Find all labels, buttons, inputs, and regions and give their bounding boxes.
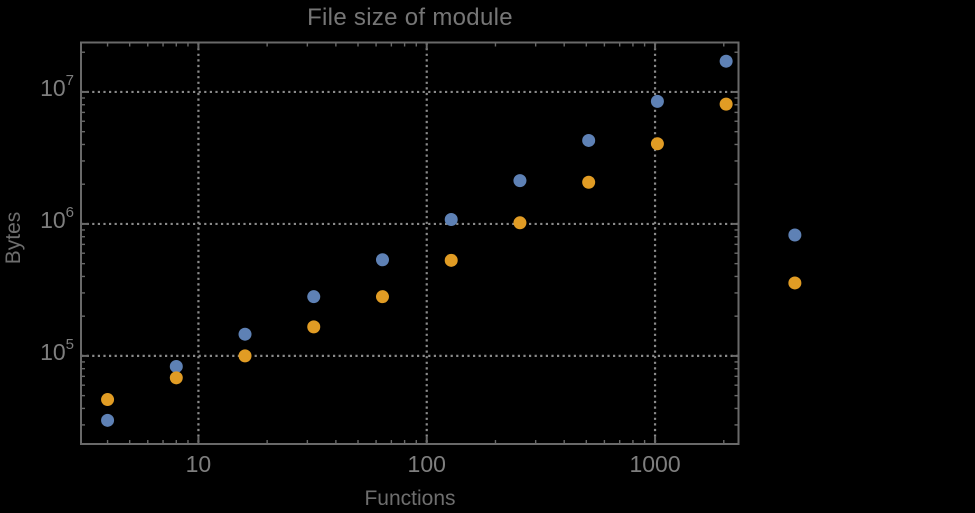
data-point-orange-series: [788, 276, 802, 290]
data-point-orange-series: [719, 97, 733, 111]
data-point-blue-series: [238, 327, 252, 341]
plot-frame: [80, 41, 740, 445]
data-point-orange-series: [375, 290, 389, 304]
data-point-blue-series: [513, 174, 527, 188]
data-point-blue-series: [375, 253, 389, 267]
data-point-blue-series: [650, 94, 664, 108]
data-point-blue-series: [719, 54, 733, 68]
data-point-orange-series: [307, 320, 321, 334]
data-point-orange-series: [650, 137, 664, 151]
x-tick-label: 1000: [629, 451, 681, 477]
data-point-orange-series: [101, 393, 115, 407]
data-point-blue-series: [582, 133, 596, 147]
data-point-blue-series: [788, 228, 802, 242]
data-point-blue-series: [307, 290, 321, 304]
data-point-blue-series: [169, 359, 183, 373]
x-tick-label: 10: [185, 451, 212, 477]
data-point-orange-series: [444, 253, 458, 267]
y-tick-label: 106: [40, 204, 74, 233]
data-point-blue-series: [444, 213, 458, 227]
x-axis-label: Functions: [364, 487, 456, 510]
data-point-orange-series: [513, 216, 527, 230]
data-point-orange-series: [582, 175, 596, 189]
data-point-orange-series: [238, 349, 252, 363]
data-point-orange-series: [169, 371, 183, 385]
x-tick-label: 100: [407, 451, 446, 477]
y-tick-label: 105: [40, 336, 74, 365]
chart-title: File size of module: [307, 4, 513, 31]
y-tick-label: 107: [40, 72, 74, 101]
data-point-blue-series: [101, 413, 115, 427]
